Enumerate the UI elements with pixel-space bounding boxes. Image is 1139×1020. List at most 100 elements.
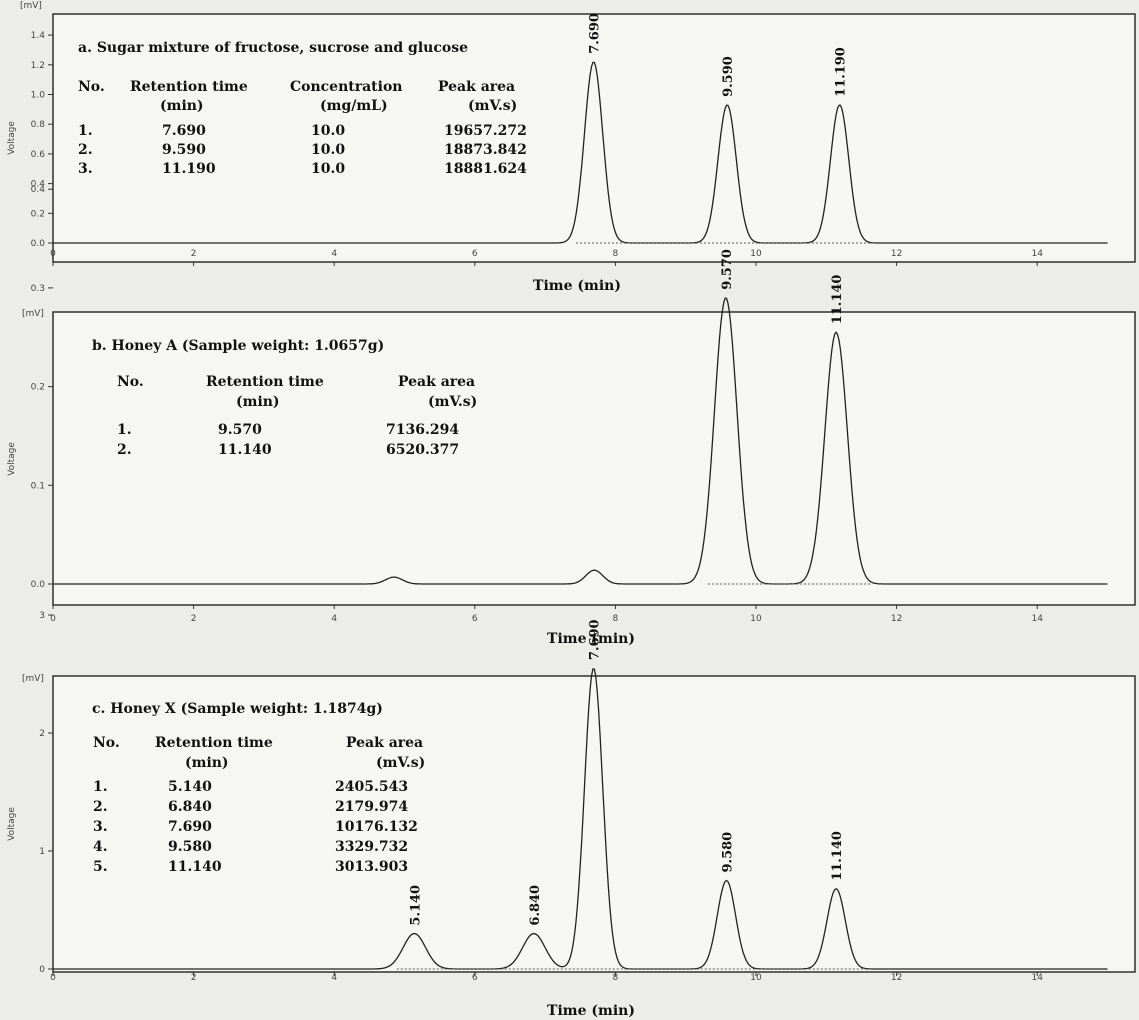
y-tick-label: 1.2 <box>31 61 45 71</box>
x-tick-label: 8 <box>613 614 619 624</box>
table-cell: 11.140 <box>168 859 222 875</box>
y-tick-label: 0.0 <box>31 580 46 590</box>
x-tick-label: 10 <box>750 973 762 983</box>
peak-label: 7.690 <box>588 13 603 54</box>
x-tick-label: 10 <box>750 249 762 259</box>
table-cell: 2. <box>93 799 108 815</box>
table-cell: 7.690 <box>168 819 212 835</box>
table-cell: 5. <box>93 859 108 875</box>
table-header: No. <box>117 374 144 390</box>
plot-frame <box>52 13 1136 263</box>
table-cell: 3. <box>93 819 108 835</box>
table-row: 2. 9.590 10.0 18873.842 <box>78 142 527 158</box>
x-tick-label: 12 <box>891 249 902 259</box>
table-cell: 3013.903 <box>335 859 408 875</box>
y-tick-label: 3 <box>39 611 45 621</box>
x-tick-label: 0 <box>50 614 56 624</box>
x-tick-label: 10 <box>750 614 762 624</box>
table-cell: 1. <box>78 123 93 139</box>
table-cell: 9.580 <box>168 839 212 855</box>
table-cell: 18873.842 <box>444 142 527 158</box>
table-header: (mV.s) <box>468 98 517 114</box>
peak-label: 5.140 <box>408 885 423 926</box>
table-row: 1. 7.690 10.0 19657.272 <box>78 123 527 139</box>
y-axis-label: Voltage <box>7 442 17 476</box>
table-cell: 7136.294 <box>386 422 459 438</box>
table-cell: 5.140 <box>168 779 212 795</box>
peak-label: 7.690 <box>588 619 603 660</box>
y-unit-label: [mV] <box>22 309 44 319</box>
x-tick-label: 12 <box>891 614 902 624</box>
table-cell: 6520.377 <box>386 442 459 458</box>
y-tick-label: 0.4 <box>31 180 46 190</box>
x-axis-label: Time (min) <box>547 1003 635 1019</box>
table-cell: 3329.732 <box>335 839 408 855</box>
table-header: Retention time <box>206 374 324 390</box>
table-cell: 9.570 <box>218 422 262 438</box>
table-cell: 1. <box>93 779 108 795</box>
table-row: 5. 11.140 3013.903 <box>93 859 408 875</box>
table-row: 3. 7.690 10176.132 <box>93 819 418 835</box>
x-tick-label: 4 <box>331 614 337 624</box>
y-tick-label: 0.8 <box>31 120 46 130</box>
table-cell: 3. <box>78 161 93 177</box>
table-header: Peak area <box>346 735 423 751</box>
x-tick-label: 12 <box>891 973 902 983</box>
y-tick-label: 0.6 <box>31 150 46 160</box>
y-tick-label: 0.1 <box>31 481 45 491</box>
table-cell: 19657.272 <box>444 123 527 139</box>
x-tick-label: 6 <box>472 973 478 983</box>
table-header: Retention time <box>155 735 273 751</box>
table-cell: 11.140 <box>218 442 272 458</box>
x-tick-label: 14 <box>1031 249 1043 259</box>
x-tick-label: 6 <box>472 249 478 259</box>
peak-label: 9.590 <box>721 56 736 97</box>
y-tick-label: 1.0 <box>31 91 46 101</box>
table-row: 1. 9.570 7136.294 <box>117 422 459 438</box>
table-row: 1. 5.140 2405.543 <box>93 779 408 795</box>
table-cell: 2405.543 <box>335 779 408 795</box>
table-header: (mV.s) <box>376 755 425 771</box>
table-row: 4. 9.580 3329.732 <box>93 839 408 855</box>
plot-frame <box>52 311 1136 606</box>
table-cell: 11.190 <box>162 161 216 177</box>
table-cell: 10176.132 <box>335 819 418 835</box>
y-tick-label: 0.4 <box>31 185 46 195</box>
peak-label: 11.140 <box>830 831 845 881</box>
chart-panel-b: [mV] Voltage 0.0 0.1 0.2 0.3 0.4 0 2 4 6 8 10 12 14 Tim… <box>7 185 1136 647</box>
plot-frame <box>52 675 1136 973</box>
x-tick-label: 2 <box>191 973 197 983</box>
chromatogram-trace <box>53 61 1108 244</box>
table-row: 2. 6.840 2179.974 <box>93 799 408 815</box>
peak-label: 11.140 <box>830 275 845 325</box>
table-header: No. <box>93 735 120 751</box>
y-tick-label: 0.0 <box>31 239 46 249</box>
y-tick-label: 0.2 <box>31 209 45 219</box>
x-tick-label: 2 <box>191 249 197 259</box>
y-tick-label: 0 <box>39 965 45 975</box>
table-header: (mV.s) <box>428 394 477 410</box>
y-unit-label: [mV] <box>22 674 44 684</box>
y-axis-label: Voltage <box>7 807 17 841</box>
table-row: 2. 11.140 6520.377 <box>117 442 459 458</box>
y-tick-label: 1 <box>39 847 45 857</box>
table-row: 3. 11.190 10.0 18881.624 <box>78 161 527 177</box>
x-tick-label: 8 <box>613 973 619 983</box>
x-tick-label: 14 <box>1031 614 1043 624</box>
x-tick-label: 4 <box>331 249 337 259</box>
table-cell: 6.840 <box>168 799 212 815</box>
y-tick-label: 0.2 <box>31 383 45 393</box>
table-cell: 7.690 <box>162 123 206 139</box>
x-axis-label: Time (min) <box>533 278 621 294</box>
table-header: Peak area <box>398 374 475 390</box>
table-cell: 10.0 <box>311 123 345 139</box>
chromatogram-trace <box>53 297 1108 585</box>
table-cell: 1. <box>117 422 132 438</box>
x-tick-label: 0 <box>50 973 56 983</box>
peak-label: 9.580 <box>721 832 736 873</box>
table-cell: 2. <box>117 442 132 458</box>
table-header: (mg/mL) <box>320 98 388 114</box>
x-tick-label: 14 <box>1031 973 1043 983</box>
y-tick-label: 2 <box>39 729 45 739</box>
